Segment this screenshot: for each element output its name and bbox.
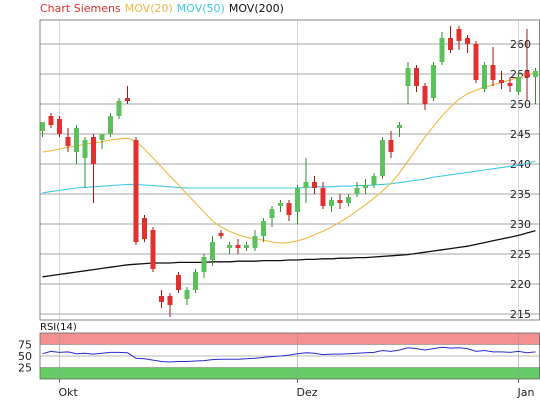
candle-body <box>448 38 453 50</box>
x-tick-label: Dez <box>297 386 318 399</box>
candle-body <box>397 125 402 128</box>
candle-body <box>303 182 309 188</box>
candle-body <box>91 137 96 164</box>
candle-body <box>184 290 190 299</box>
candle-body <box>65 137 71 146</box>
price-tick-label: 235 <box>510 188 531 201</box>
price-tick-label: 215 <box>510 308 531 321</box>
candle-body <box>82 140 88 158</box>
candle-body <box>142 218 147 239</box>
candle-body <box>431 65 436 98</box>
rsi-tick-label: 50 <box>18 350 32 363</box>
candle-body <box>133 140 139 242</box>
price-tick-label: 245 <box>510 128 531 141</box>
candle-body <box>337 200 343 203</box>
candle-body <box>116 101 122 116</box>
candle-body <box>363 185 368 188</box>
legend-item: MOV(20) <box>125 2 173 15</box>
legend-item: MOV(50) <box>177 2 225 15</box>
candle-body <box>176 275 181 290</box>
legend-item: Chart Siemens <box>40 2 121 15</box>
candle-body <box>57 119 62 134</box>
legend-item: MOV(200) <box>229 2 284 15</box>
rsi-label: RSI(14) <box>40 322 77 333</box>
candle-body <box>524 71 530 77</box>
candle-body <box>499 80 504 83</box>
candle-body <box>533 71 538 77</box>
price-panel-bg <box>40 20 540 320</box>
candle-body <box>159 296 164 302</box>
ma200-line <box>42 229 536 278</box>
x-tick-label: Jan <box>517 386 535 399</box>
candle-body <box>414 68 419 86</box>
price-tick-label: 225 <box>510 248 531 261</box>
candle-body <box>286 203 292 215</box>
candle-body <box>465 38 470 44</box>
candle-body <box>150 230 156 269</box>
candle-body <box>167 296 173 305</box>
candle-body <box>312 182 317 188</box>
candle-body <box>235 245 241 248</box>
rsi-zone <box>40 367 540 379</box>
candle-body <box>422 86 428 104</box>
candle-body <box>48 116 54 125</box>
candle-body <box>320 188 326 206</box>
candle-body <box>456 29 462 41</box>
price-tick-label: 250 <box>510 98 531 111</box>
candle-body <box>516 77 521 92</box>
candle-body <box>218 233 224 236</box>
price-tick-label: 260 <box>510 38 531 51</box>
candle-body <box>490 65 496 80</box>
candle-body <box>278 203 283 206</box>
candle-body <box>507 83 513 86</box>
candle-body <box>405 68 411 86</box>
candle-body <box>329 200 334 206</box>
candle-body <box>108 116 113 134</box>
candle-body <box>482 65 487 89</box>
candle-body <box>354 188 360 194</box>
ma50-line <box>42 160 536 194</box>
rsi-tick-label: 25 <box>18 362 32 375</box>
candle-body <box>346 197 351 203</box>
candle-body <box>252 236 258 248</box>
candle-body <box>380 140 385 176</box>
candle-body <box>371 176 377 185</box>
ma20-line <box>42 71 536 244</box>
price-tick-label: 220 <box>510 278 531 291</box>
candle-body <box>210 242 215 260</box>
candle-body <box>244 245 249 248</box>
candle-body <box>473 44 479 80</box>
candle-body <box>99 134 105 140</box>
candle-body <box>269 209 275 218</box>
candle-body <box>261 221 266 236</box>
rsi-tick-label: 75 <box>18 339 32 352</box>
price-tick-label: 230 <box>510 218 531 231</box>
candle-body <box>74 128 79 152</box>
x-tick-label: Okt <box>59 386 79 399</box>
candle-body <box>125 98 130 101</box>
candle-body <box>439 38 445 62</box>
candle-body <box>201 257 207 272</box>
candle-body <box>295 188 300 212</box>
candle-body <box>388 140 394 152</box>
candle-body <box>193 272 198 290</box>
candle-body <box>40 122 45 131</box>
candle-body <box>227 245 232 248</box>
rsi-zone <box>40 333 540 345</box>
rsi-line <box>42 346 536 363</box>
